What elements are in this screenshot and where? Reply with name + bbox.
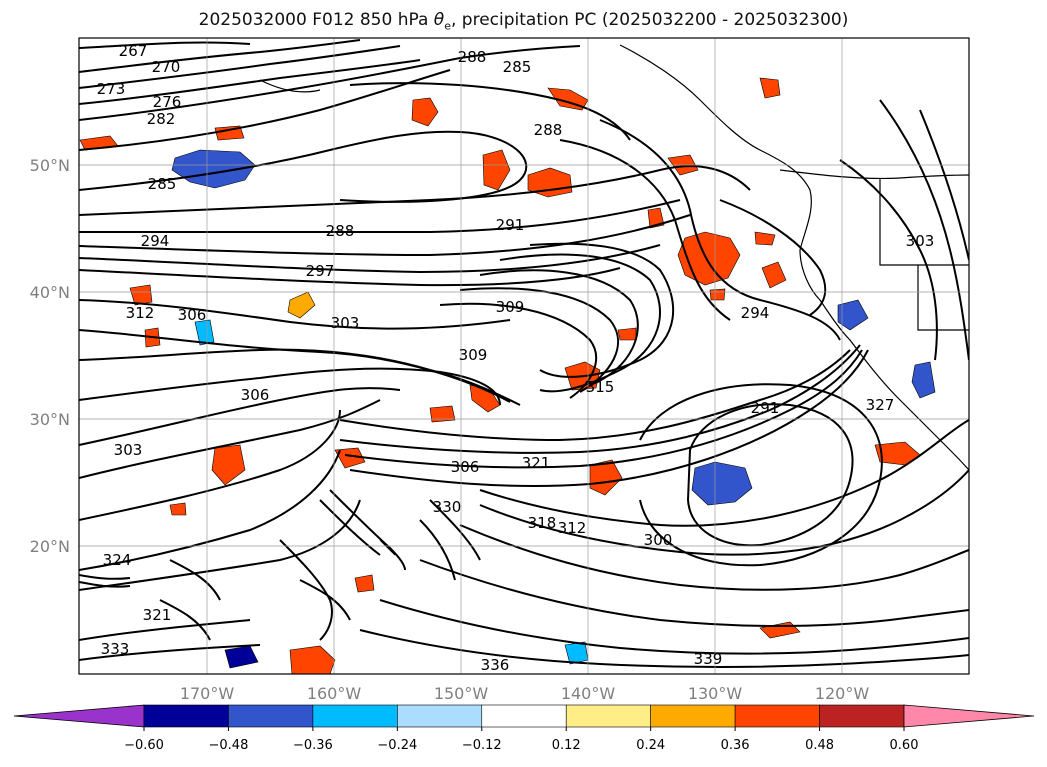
lat-label-40n: 40°N: [30, 283, 70, 302]
colorbar-segment: [143, 704, 229, 728]
coastlines: [259, 44, 969, 556]
contour-label: 297: [306, 262, 335, 280]
contour-label: 288: [326, 222, 355, 240]
contour-label: 276: [153, 93, 182, 111]
title-theta: θ: [433, 10, 445, 30]
contour-label: 306: [241, 386, 270, 404]
contour-label: 333: [101, 640, 130, 658]
colorbar-tick-label: −0.36: [293, 738, 333, 753]
lat-label-20n: 20°N: [30, 537, 70, 556]
colorbar-under-arrow: [13, 704, 145, 728]
colorbar-segment: [565, 704, 651, 728]
colorbar-segment: [650, 704, 736, 728]
contour-label: 324: [103, 551, 132, 569]
colorbar-segment: [819, 704, 905, 728]
contour-label: 321: [143, 606, 172, 624]
colorbar-segment: [397, 704, 483, 728]
title-rest: , precipitation PC (2025032200 - 2025032…: [450, 10, 849, 30]
contour-label: 315: [586, 378, 615, 396]
contour-label: 291: [751, 399, 780, 417]
colorbar-tick-label: −0.48: [209, 738, 249, 753]
contour-label: 321: [522, 454, 551, 472]
colorbar-tick-labels: −0.60 −0.48 −0.36 −0.24 −0.12 0.12 0.24 0.36 0.4…: [124, 727, 918, 753]
colorbar-tick-label: 0.12: [552, 738, 581, 753]
lon-label-140w: 140°W: [561, 684, 616, 703]
lon-label-170w: 170°W: [180, 684, 235, 703]
lon-label-120w: 120°W: [815, 684, 870, 703]
colorbar-tick-label: 0.36: [721, 738, 750, 753]
colorbar-tick-label: −0.12: [462, 738, 502, 753]
colorbar-segment: [228, 704, 314, 728]
contour-label: 306: [178, 306, 207, 324]
lat-label-30n: 30°N: [30, 410, 70, 429]
contour-label: 303: [114, 441, 143, 459]
plot-frame: [78, 37, 970, 675]
contour-label: 273: [97, 80, 126, 98]
colorbar-over-arrow: [903, 704, 1035, 728]
contour-label: 285: [503, 58, 532, 76]
colorbar-segment: [312, 704, 398, 728]
latitude-labels: 50°N 40°N 30°N 20°N: [30, 156, 70, 556]
contour-label: 309: [496, 298, 525, 316]
lat-label-50n: 50°N: [30, 156, 70, 175]
colorbar-segment: [481, 704, 567, 728]
contour-label: 294: [141, 232, 170, 250]
contour-label: 288: [458, 48, 487, 66]
contour-label: 318: [528, 514, 557, 532]
contour-label: 309: [459, 346, 488, 364]
colorbar-tick-label: 0.60: [890, 738, 919, 753]
lon-label-150w: 150°W: [434, 684, 489, 703]
contour-label: 339: [694, 650, 723, 668]
title-sub: e: [444, 19, 451, 33]
contour-label: 282: [147, 110, 176, 128]
contour-label: 336: [481, 656, 510, 674]
title-main: 2025032000 F012 850 hPa: [198, 10, 434, 30]
colorbar-tick-label: 0.24: [636, 738, 665, 753]
colorbar-segment: [734, 704, 820, 728]
contour-label: 330: [433, 498, 462, 516]
colorbar: −0.60 −0.48 −0.36 −0.24 −0.12 0.12 0.24 0.36 0.4…: [13, 704, 1035, 753]
colorbar-tick-label: −0.60: [124, 738, 164, 753]
contour-label: 270: [152, 58, 181, 76]
contour-label: 285: [148, 175, 177, 193]
contour-label: 306: [451, 458, 480, 476]
contour-label: 294: [741, 304, 770, 322]
map-title: 2025032000 F012 850 hPa θe, precipitatio…: [0, 10, 1047, 32]
colorbar-segments: [143, 704, 905, 728]
contour-label: 291: [496, 216, 525, 234]
contour-label: 312: [126, 304, 155, 322]
contour-label: 303: [906, 232, 935, 250]
gridlines: [79, 38, 969, 674]
lon-label-130w: 130°W: [688, 684, 743, 703]
contour-label: 327: [866, 396, 895, 414]
contour-label: 303: [331, 314, 360, 332]
contour-label: 267: [119, 42, 148, 60]
theta-e-contours: [79, 39, 969, 668]
contour-label: 288: [534, 121, 563, 139]
colorbar-tick-label: 0.48: [805, 738, 834, 753]
colorbar-tick-label: −0.24: [377, 738, 417, 753]
lon-label-160w: 160°W: [307, 684, 362, 703]
contour-label: 312: [558, 519, 587, 537]
longitude-labels: 170°W 160°W 150°W 140°W 130°W 120°W: [180, 684, 870, 703]
contour-label: 300: [644, 531, 673, 549]
